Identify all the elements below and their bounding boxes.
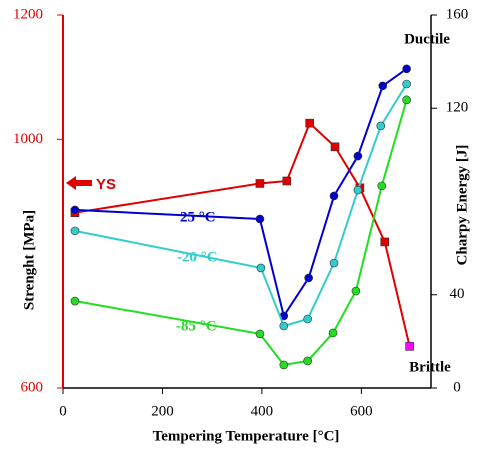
point	[405, 342, 414, 351]
ys-label: YS	[96, 176, 116, 193]
point	[353, 151, 363, 161]
point	[380, 237, 390, 247]
point	[376, 121, 386, 131]
point	[304, 273, 313, 283]
point	[70, 226, 80, 236]
point	[353, 185, 363, 195]
y2-tick-label: 120	[446, 100, 469, 116]
ys-arrow	[66, 176, 92, 190]
point	[329, 258, 339, 268]
point	[329, 191, 339, 201]
point	[328, 328, 338, 338]
y-axis-label: Strenght [MPa]	[21, 210, 37, 310]
series-label: -20 °C	[177, 249, 218, 265]
point	[351, 286, 361, 296]
y-tick-label: 1000	[13, 131, 43, 147]
point	[303, 314, 312, 324]
series-line	[74, 99, 408, 367]
y2-axis-label: Charpy Energy [J]	[454, 145, 470, 266]
series-label: 25 °C	[180, 209, 216, 225]
point	[305, 118, 314, 128]
point	[255, 179, 265, 188]
x-tick-label: 400	[251, 403, 274, 419]
brittle-label: Brittle	[409, 359, 451, 375]
series-label: -85 °C	[176, 318, 217, 334]
point	[402, 79, 411, 89]
y2-tick-label: 0	[453, 379, 461, 395]
point	[70, 205, 80, 215]
point	[377, 181, 387, 191]
ductile-label: Ductile	[404, 31, 450, 47]
series-line	[74, 121, 411, 347]
point	[255, 214, 265, 224]
x-axis-label: Tempering Temperature [°C]	[153, 428, 340, 444]
point	[255, 329, 265, 339]
series-line	[74, 68, 408, 319]
x-tick-label: 0	[59, 403, 67, 419]
y-tick-label: 1200	[13, 6, 43, 22]
point	[282, 176, 292, 186]
x-tick-label: 200	[151, 403, 174, 419]
point	[279, 360, 289, 370]
point	[378, 81, 388, 91]
point	[303, 356, 312, 366]
y2-tick-label: 160	[446, 6, 469, 22]
x-tick-label: 600	[350, 403, 373, 419]
y2-tick-label: 40	[450, 286, 465, 302]
point	[256, 263, 266, 273]
y-tick-label: 600	[21, 379, 44, 395]
point	[70, 296, 80, 306]
point	[402, 95, 411, 105]
series-line	[74, 83, 408, 328]
point	[279, 321, 289, 331]
point	[330, 142, 340, 152]
point	[402, 64, 411, 74]
